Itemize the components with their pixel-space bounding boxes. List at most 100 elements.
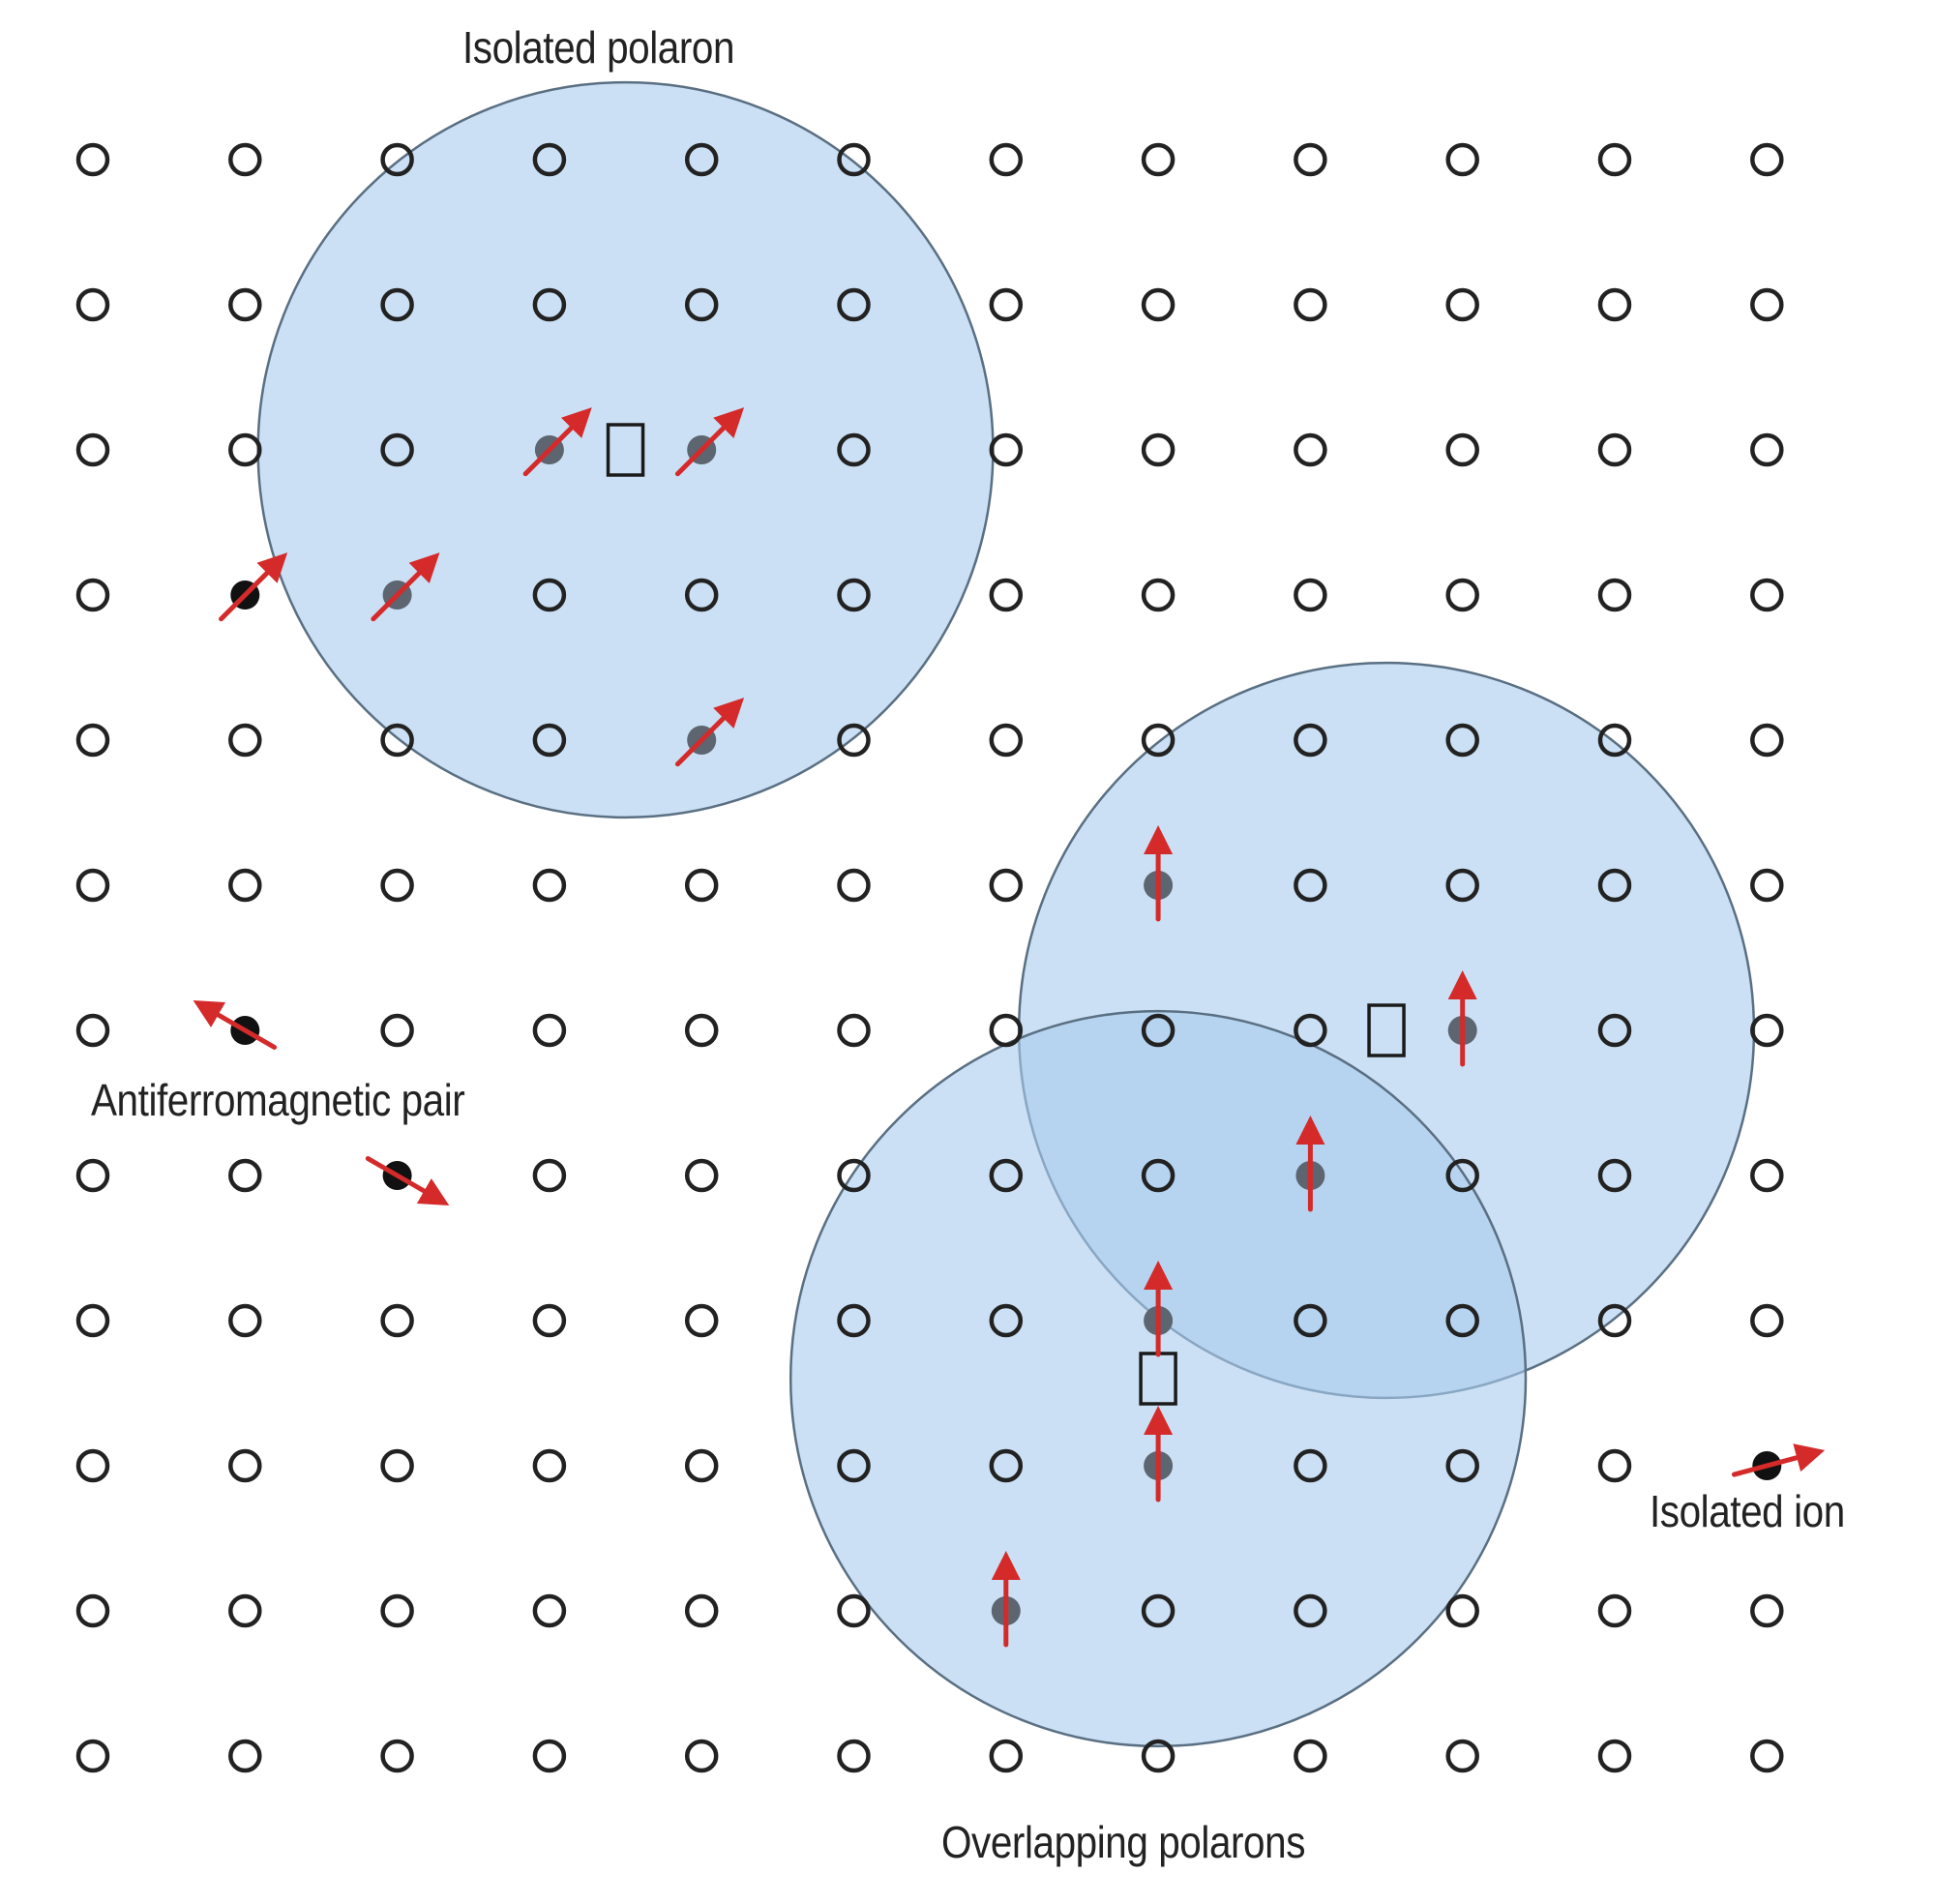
antiferromagnetic-pair-spin-1 <box>193 1000 278 1050</box>
lattice-site <box>228 1448 262 1483</box>
lattice-site <box>837 287 871 322</box>
lattice-site <box>1750 1593 1784 1628</box>
lattice-site <box>1294 287 1327 322</box>
lattice-site <box>1445 142 1479 177</box>
lattice-site <box>380 868 414 903</box>
isolated-polaron-spin-3 <box>371 552 440 622</box>
overlap-spin-2 <box>1447 970 1477 1067</box>
lattice-site <box>1294 1303 1327 1338</box>
lattice-site <box>684 1158 719 1193</box>
isolated-polaron-spin-1 <box>522 407 592 477</box>
lattice-site <box>837 723 871 758</box>
lattice-site <box>837 1303 871 1338</box>
lattice-site <box>837 1593 871 1628</box>
lattice-site <box>989 1303 1024 1338</box>
lattice-site <box>684 1448 719 1483</box>
lattice-site <box>75 1739 110 1773</box>
lattice-site <box>228 723 262 758</box>
lattice-site <box>1750 578 1784 612</box>
lattice-site <box>380 1593 414 1628</box>
spin-arrow <box>219 552 288 622</box>
lattice-site <box>989 1448 1024 1483</box>
lattice-site <box>1141 1593 1175 1628</box>
lattice-site <box>989 1739 1024 1773</box>
isolated-ion-spin <box>1731 1443 1826 1480</box>
lattice-site <box>1294 1013 1327 1048</box>
lattice-site <box>532 868 567 903</box>
lattice-site <box>1597 723 1632 758</box>
lattice-site <box>532 1303 567 1338</box>
lattice-site <box>684 1593 719 1628</box>
lattice-site <box>1597 868 1632 903</box>
antiferromagnetic-pair-spin-2 <box>365 1156 450 1206</box>
lattice-site <box>1294 868 1327 903</box>
overlapping-polarons-label: Overlapping polarons <box>941 1817 1306 1867</box>
lattice-site <box>75 723 110 758</box>
lattice-site <box>1445 1739 1479 1773</box>
lattice-site <box>532 1158 567 1193</box>
lattice-site <box>75 868 110 903</box>
lattice-site <box>532 723 567 758</box>
lattice-site <box>228 287 262 322</box>
lattice-site <box>684 1013 719 1048</box>
lattice-site <box>1141 1013 1175 1048</box>
lattice-site <box>1597 1013 1632 1048</box>
lattice-site <box>1597 578 1632 612</box>
lattice-site <box>1445 1303 1479 1338</box>
overlap-spin-5 <box>1144 1406 1174 1502</box>
lattice-site <box>989 578 1024 612</box>
lattice-site <box>1597 142 1632 177</box>
lattice-site <box>75 1013 110 1048</box>
lattice-site <box>1294 578 1327 612</box>
lattice-site <box>1294 1448 1327 1483</box>
lattice-site <box>1445 578 1479 612</box>
lattice-site <box>989 1013 1024 1048</box>
lattice-site <box>532 578 567 612</box>
lattice-site <box>380 1303 414 1338</box>
lattice-site <box>1445 723 1479 758</box>
lattice-site <box>75 1593 110 1628</box>
lattice-site <box>1750 1303 1784 1338</box>
lattice-site <box>1597 1448 1632 1483</box>
spin-layer <box>193 407 1826 1648</box>
lattice-site <box>380 1448 414 1483</box>
lattice-site <box>837 432 871 467</box>
lattice-site <box>228 142 262 177</box>
lattice-site <box>75 578 110 612</box>
lattice-site <box>75 142 110 177</box>
lattice-site <box>1597 1739 1632 1773</box>
lattice-site <box>1750 432 1784 467</box>
antiferromagnetic-pair-label: Antiferromagnetic pair <box>91 1075 465 1125</box>
lattice-site <box>532 287 567 322</box>
isolated-polaron <box>256 80 995 819</box>
isolated-polaron-spin-4 <box>674 698 745 767</box>
lattice-site <box>1750 142 1784 177</box>
lattice-site <box>1597 1158 1632 1193</box>
lattice-site <box>1294 432 1327 467</box>
lattice-site <box>532 1593 567 1628</box>
lattice-site <box>228 432 262 467</box>
lattice-site <box>837 1739 871 1773</box>
lattice-site <box>75 1303 110 1338</box>
lattice-site <box>837 1013 871 1048</box>
lattice-site <box>989 142 1024 177</box>
lattice-site <box>380 432 414 467</box>
lattice-site <box>1750 723 1784 758</box>
lattice-site <box>1294 1593 1327 1628</box>
lattice-layer <box>75 142 1784 1773</box>
isolated-polaron-carrier <box>606 423 645 477</box>
lattice-site <box>75 1448 110 1483</box>
polaron-layer <box>256 80 1756 1748</box>
lattice-site <box>989 287 1024 322</box>
lattice-site <box>75 287 110 322</box>
lattice-site <box>1294 723 1327 758</box>
lattice-site <box>989 723 1024 758</box>
lattice-site <box>380 142 414 177</box>
lattice-site <box>837 142 871 177</box>
lattice-site <box>1141 287 1175 322</box>
isolated-ion-label: Isolated ion <box>1650 1486 1845 1536</box>
overlap-spin-6 <box>991 1551 1021 1648</box>
lattice-site <box>380 1013 414 1048</box>
lattice-site <box>1141 1739 1175 1773</box>
